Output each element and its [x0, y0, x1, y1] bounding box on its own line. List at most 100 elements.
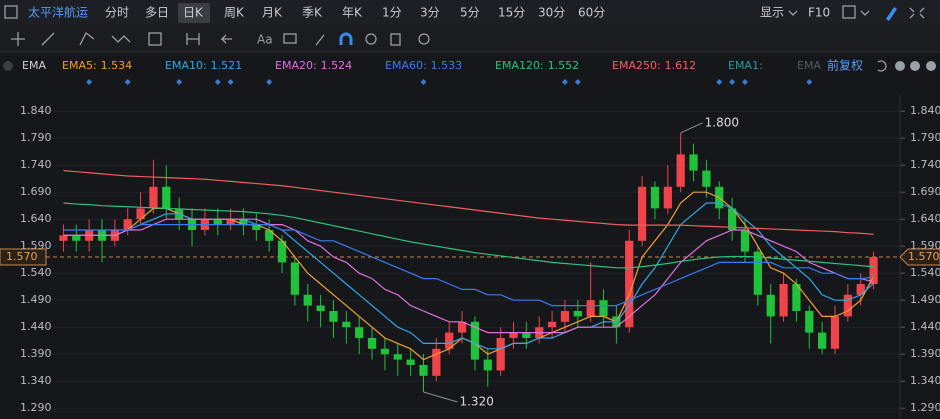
candle-body — [509, 332, 518, 338]
candle-body — [702, 170, 711, 187]
period-tab[interactable]: 1分 — [382, 6, 402, 20]
eye-tool[interactable] — [365, 33, 377, 45]
period-tab[interactable]: 周K — [224, 6, 245, 20]
y-tick-label: 1.390 — [20, 347, 52, 360]
line-tool[interactable] — [41, 32, 55, 46]
candle-body — [342, 321, 351, 328]
event-marker[interactable] — [176, 79, 183, 85]
event-marker[interactable] — [574, 79, 581, 85]
candle-body — [573, 311, 582, 317]
period-tab[interactable]: 多日 — [145, 6, 169, 20]
candle-body — [547, 321, 557, 328]
event-marker[interactable] — [86, 79, 93, 85]
legend-name: EMA5: — [62, 59, 97, 72]
annotation-line — [680, 122, 703, 134]
candle-body — [432, 348, 441, 376]
stock-name[interactable]: 太平洋航运 — [28, 5, 88, 20]
y-tick-label-right: 1.540 — [910, 266, 940, 279]
legend-name: EMA20: — [275, 59, 317, 72]
delete-tool[interactable] — [390, 33, 401, 46]
period-tab[interactable]: 3分 — [420, 6, 440, 20]
legend-entry: EMA10: 1.521 — [165, 59, 242, 72]
period-tab[interactable]: 5分 — [460, 6, 480, 20]
candle-body — [586, 300, 595, 317]
y-tick-label-right: 1.290 — [910, 401, 940, 414]
candle-body — [252, 224, 261, 230]
arrow-tool[interactable] — [220, 34, 232, 44]
fullscreen-icon[interactable] — [909, 7, 925, 19]
candle-body — [226, 219, 235, 225]
period-tab[interactable]: 月K — [262, 6, 283, 20]
zoom-out-icon[interactable] — [910, 61, 920, 71]
period-tab[interactable]: 30分 — [538, 6, 565, 20]
checkbox-icon[interactable] — [842, 5, 856, 19]
add-icon[interactable] — [926, 61, 936, 71]
wave-tool[interactable] — [111, 35, 131, 43]
period-tab[interactable]: 15分 — [498, 6, 525, 20]
period-tab[interactable]: 60分 — [578, 6, 605, 20]
period-tab[interactable]: 季K — [302, 6, 323, 20]
candle-body — [149, 186, 158, 209]
event-marker[interactable] — [716, 79, 723, 85]
legend-value: 1.612 — [665, 59, 697, 72]
candle-body — [728, 208, 737, 230]
f10-button[interactable]: F10 — [808, 6, 830, 20]
y-tick-label-right: 1.440 — [910, 320, 940, 333]
indicator-toggle[interactable] — [3, 61, 13, 71]
last-price-label: 1.570 — [6, 250, 38, 263]
legend-value: 1.521 — [211, 59, 243, 72]
text-tool[interactable]: Aa — [257, 33, 273, 47]
event-marker[interactable] — [266, 79, 273, 85]
legend-entry: EMA — [797, 59, 821, 72]
period-tab[interactable]: 年K — [342, 6, 363, 20]
range-tool[interactable] — [186, 33, 200, 45]
legend-value: 1.534 — [101, 59, 133, 72]
candle-body — [213, 219, 222, 225]
event-marker[interactable] — [420, 79, 427, 85]
eraser-tool[interactable] — [315, 34, 325, 46]
candle-body — [560, 311, 570, 322]
ray-tool[interactable] — [79, 32, 95, 46]
event-marker[interactable] — [227, 79, 234, 85]
magnet-tool[interactable] — [339, 32, 353, 45]
candle-body — [779, 284, 788, 317]
candle-body — [277, 240, 287, 263]
note-tool[interactable] — [283, 33, 297, 44]
period-tab[interactable]: 日K — [183, 6, 204, 20]
event-marker[interactable] — [741, 79, 748, 85]
reset-icon[interactable] — [877, 60, 887, 72]
legend-name: EMA60: — [385, 59, 427, 72]
candle-body — [445, 332, 454, 349]
candle-body — [676, 154, 685, 187]
event-marker[interactable] — [214, 79, 221, 85]
candle-body — [496, 338, 505, 371]
candle-body — [792, 284, 801, 311]
fib-tool[interactable] — [148, 32, 162, 46]
back-icon[interactable] — [4, 5, 18, 19]
candle-body — [637, 186, 647, 241]
event-marker[interactable] — [806, 79, 813, 85]
period-tab[interactable]: 分时 — [105, 6, 129, 20]
indicator-name[interactable]: EMA — [22, 59, 46, 72]
zoom-in-icon[interactable] — [895, 61, 905, 71]
toolbar2-bg — [0, 26, 940, 52]
y-tick-label: 1.740 — [20, 158, 52, 171]
event-marker[interactable] — [729, 79, 736, 85]
pen-icon[interactable] — [886, 7, 897, 21]
y-tick-label-right: 1.390 — [910, 347, 940, 360]
legend-name: EMA250: — [612, 59, 661, 72]
display-menu[interactable]: 显示 — [760, 6, 784, 20]
adjust-mode[interactable]: 前复权 — [827, 58, 863, 73]
y-tick-label: 1.690 — [20, 185, 52, 198]
event-marker[interactable] — [124, 79, 131, 85]
ema-line — [63, 218, 874, 334]
move-tool[interactable] — [11, 32, 25, 46]
event-marker[interactable] — [561, 79, 568, 85]
candle-body — [367, 338, 377, 349]
candle-body — [290, 262, 300, 295]
y-tick-label-right: 1.740 — [910, 158, 940, 171]
candle-body — [406, 359, 415, 365]
toggle-tool[interactable] — [418, 33, 430, 45]
annotation-label: 1.800 — [705, 115, 739, 129]
